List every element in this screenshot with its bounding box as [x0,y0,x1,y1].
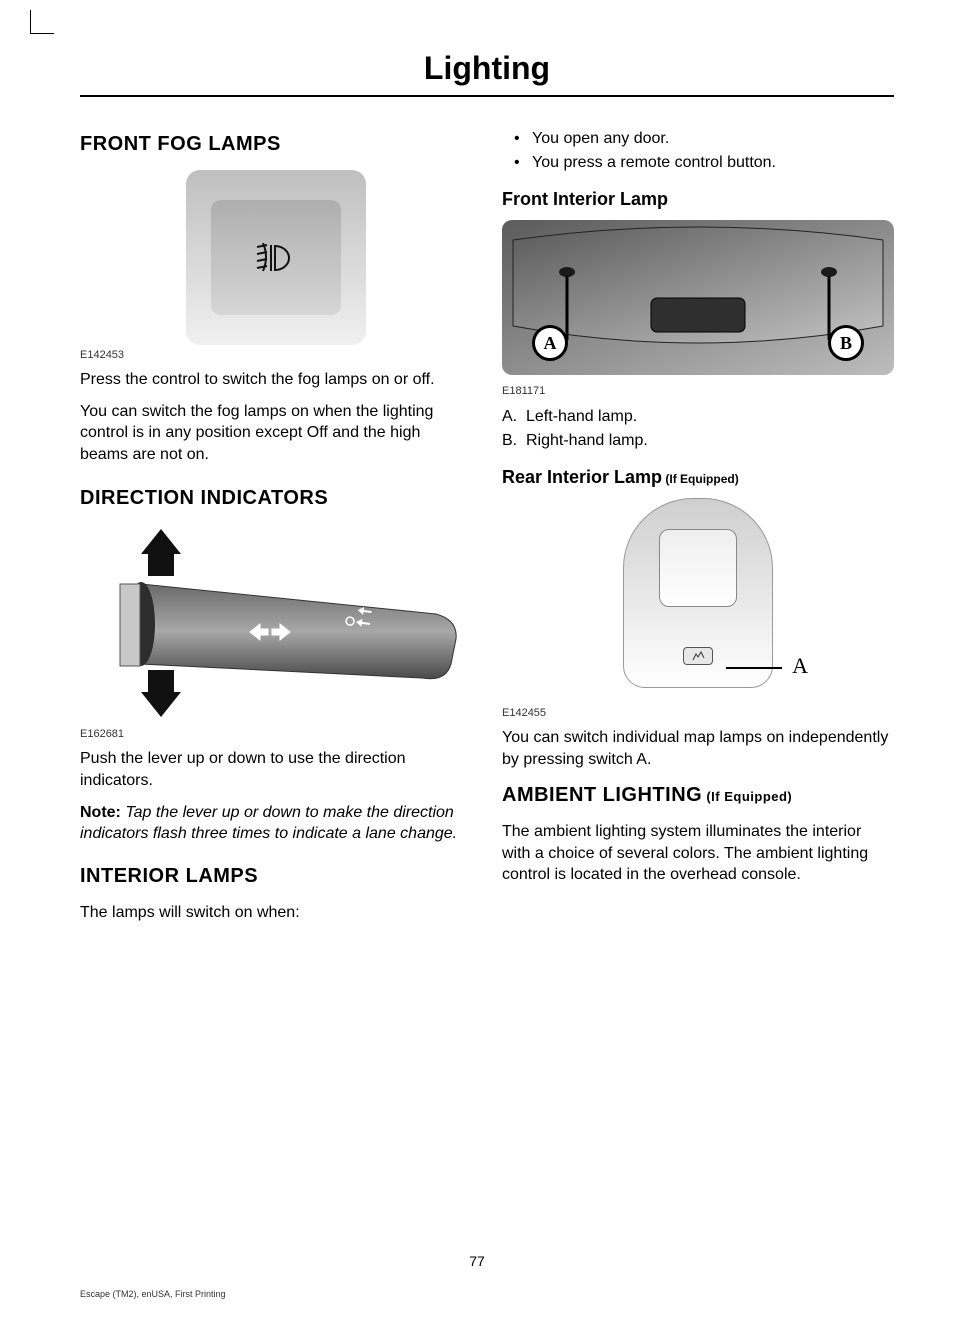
rear-lamp-illustration [623,498,773,688]
fog-icon-svg [255,243,297,273]
figure-fog-lamp-control [80,170,472,345]
page-title: Lighting [80,50,894,87]
heading-ambient-lighting: AMBIENT LIGHTING (If Equipped) [502,784,894,807]
direction-note: Note: Tap the lever up or down to make t… [80,802,472,845]
front-lamp-illustration: A B [502,220,894,375]
list-item: B.Right-hand lamp. [502,429,894,453]
ambient-qualifier: (If Equipped) [702,789,792,804]
interior-para-1: The lamps will switch on when: [80,902,472,924]
list-item: A.Left-hand lamp. [502,405,894,429]
heading-direction-indicators: DIRECTION INDICATORS [80,487,472,510]
caption-fog: E142453 [80,349,472,361]
left-column: FRONT FOG LAMPS E142453 Press the c [80,127,472,933]
callout-badge-b: B [828,325,864,361]
rear-lamp-para: You can switch individual map lamps on i… [502,727,894,770]
direction-para-1: Push the lever up or down to use the dir… [80,748,472,791]
crop-mark-top-left [30,10,54,34]
callout-badge-a: A [532,325,568,361]
heading-front-interior-lamp: Front Interior Lamp [502,189,894,210]
list-item: You press a remote control button. [502,151,894,175]
caption-direction: E162681 [80,728,472,740]
ambient-para: The ambient lighting system illuminates … [502,821,894,886]
figure-rear-interior-lamp: A [588,498,808,703]
note-body: Tap the lever up or down to make the dir… [80,804,457,843]
caption-rear-lamp: E142455 [502,707,894,719]
legend-letter: B. [502,429,526,453]
rear-lamp-lens [659,529,737,607]
page-number: 77 [469,1253,485,1269]
fog-para-1: Press the control to switch the fog lamp… [80,369,472,391]
footer-text: Escape (TM2), enUSA, First Printing [80,1289,226,1299]
legend-letter: A. [502,405,526,429]
title-rule [80,95,894,97]
heading-interior-lamps: INTERIOR LAMPS [80,865,472,888]
fog-lamp-icon [211,200,341,315]
callout-line [726,667,782,669]
callout-label-a: A [792,653,808,679]
caption-front-lamp: E181171 [502,385,894,397]
right-column: You open any door. You press a remote co… [502,127,894,933]
figure-front-interior-lamp: A B [502,220,894,375]
fog-para-2: You can switch the fog lamps on when the… [80,401,472,466]
legend-text: Right-hand lamp. [526,432,648,449]
list-item: You open any door. [502,127,894,151]
legend-text: Left-hand lamp. [526,408,637,425]
rear-lamp-qualifier: (If Equipped) [662,472,739,486]
two-column-layout: FRONT FOG LAMPS E142453 Press the c [80,127,894,933]
rear-lamp-heading-text: Rear Interior Lamp [502,467,662,487]
front-lamp-legend: A.Left-hand lamp. B.Right-hand lamp. [502,405,894,453]
ambient-heading-text: AMBIENT LIGHTING [502,784,702,806]
interior-switch-on-list: You open any door. You press a remote co… [502,127,894,175]
note-label: Note: [80,804,121,821]
fog-lamp-illustration [186,170,366,345]
heading-front-fog-lamps: FRONT FOG LAMPS [80,133,472,156]
direction-indicator-svg [80,524,472,724]
rear-lamp-switch [683,647,713,665]
figure-direction-indicator [80,524,472,724]
heading-rear-interior-lamp: Rear Interior Lamp (If Equipped) [502,467,894,488]
